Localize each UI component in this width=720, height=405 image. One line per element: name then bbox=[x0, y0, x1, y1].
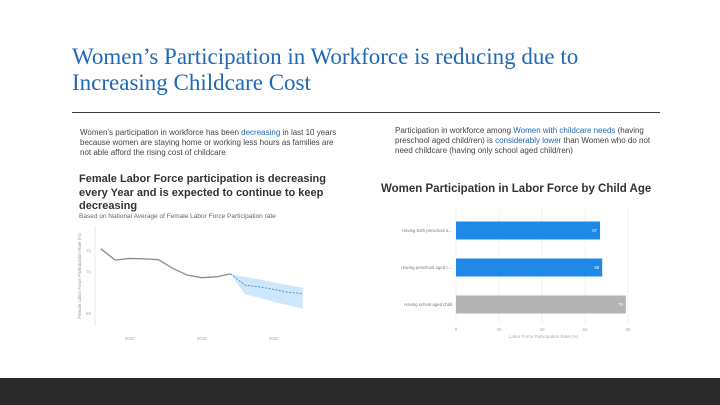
line-chart-x-tick: 2020 bbox=[269, 336, 280, 341]
bar-chart-title: Women Participation in Labor Force by Ch… bbox=[381, 183, 652, 195]
bar-chart-x-tick: 60 bbox=[582, 327, 588, 332]
right-text-start: Participation in workforce among bbox=[395, 126, 514, 135]
bar bbox=[456, 221, 601, 240]
bar-category-label: Having school aged child bbox=[404, 302, 452, 307]
right-text-end: than Women who do not need childcare (ha… bbox=[395, 136, 651, 156]
left-text-end: in last 10 years because women are stayi… bbox=[80, 128, 337, 158]
line-chart-y-tick: 75 bbox=[86, 248, 92, 253]
highlight-considerably-lower: considerably lower bbox=[495, 136, 562, 146]
bar-category-label: Having preschool aged c... bbox=[401, 265, 452, 270]
left-description: Women’s participation in workforce has b… bbox=[80, 128, 344, 159]
line-chart-y-tick: 70 bbox=[86, 269, 92, 274]
line-chart-subtitle: Based on National Average of Female Labo… bbox=[79, 213, 276, 220]
footer-bar bbox=[0, 378, 720, 405]
highlight-decreasing: decreasing bbox=[241, 128, 281, 137]
highlight-childcare-needs: Women with childcare needs bbox=[513, 126, 616, 135]
right-description: Participation in workforce among Women w… bbox=[395, 126, 667, 157]
bar-chart-x-tick: 40 bbox=[539, 327, 545, 332]
line-chart-x-tick: 2010 bbox=[125, 336, 136, 341]
bar-chart: 0 20 40 60 80 Labor Force Participation Rate … bbox=[401, 208, 631, 339]
line-chart: Female Labor Force Participation Rate (%… bbox=[77, 226, 303, 341]
bar bbox=[456, 258, 603, 277]
bar-chart-x-tick: 80 bbox=[625, 327, 631, 332]
slide-title: Women’s Participation in Workforce is re… bbox=[72, 44, 579, 95]
right-text-middle: (having preschool aged child/ren) is bbox=[395, 126, 644, 146]
title-divider bbox=[72, 112, 660, 113]
historical-series-line bbox=[100, 248, 231, 279]
bar-data-label: 68 bbox=[594, 265, 599, 270]
bar-chart-x-tick: 20 bbox=[496, 327, 502, 332]
line-chart-title: Female Labor Force participation is decr… bbox=[79, 173, 326, 212]
bar-data-label: 79 bbox=[618, 302, 623, 307]
bar bbox=[456, 295, 626, 314]
left-text-start: Women’s participation in workforce has b… bbox=[80, 128, 242, 137]
bar-category-label: Having both preschool a... bbox=[402, 228, 452, 233]
bar-chart-x-tick: 0 bbox=[455, 327, 458, 332]
forecast-band bbox=[230, 273, 303, 309]
bar-chart-x-label: Labor Force Participation Rate (%) bbox=[509, 334, 579, 339]
line-chart-y-tick: 60 bbox=[86, 311, 92, 316]
bar-data-label: 67 bbox=[592, 228, 597, 233]
line-chart-y-label: Female Labor Force Participation Rate (%… bbox=[77, 233, 82, 319]
line-chart-x-tick: 2015 bbox=[197, 336, 208, 341]
forecast-series-line bbox=[230, 273, 303, 295]
